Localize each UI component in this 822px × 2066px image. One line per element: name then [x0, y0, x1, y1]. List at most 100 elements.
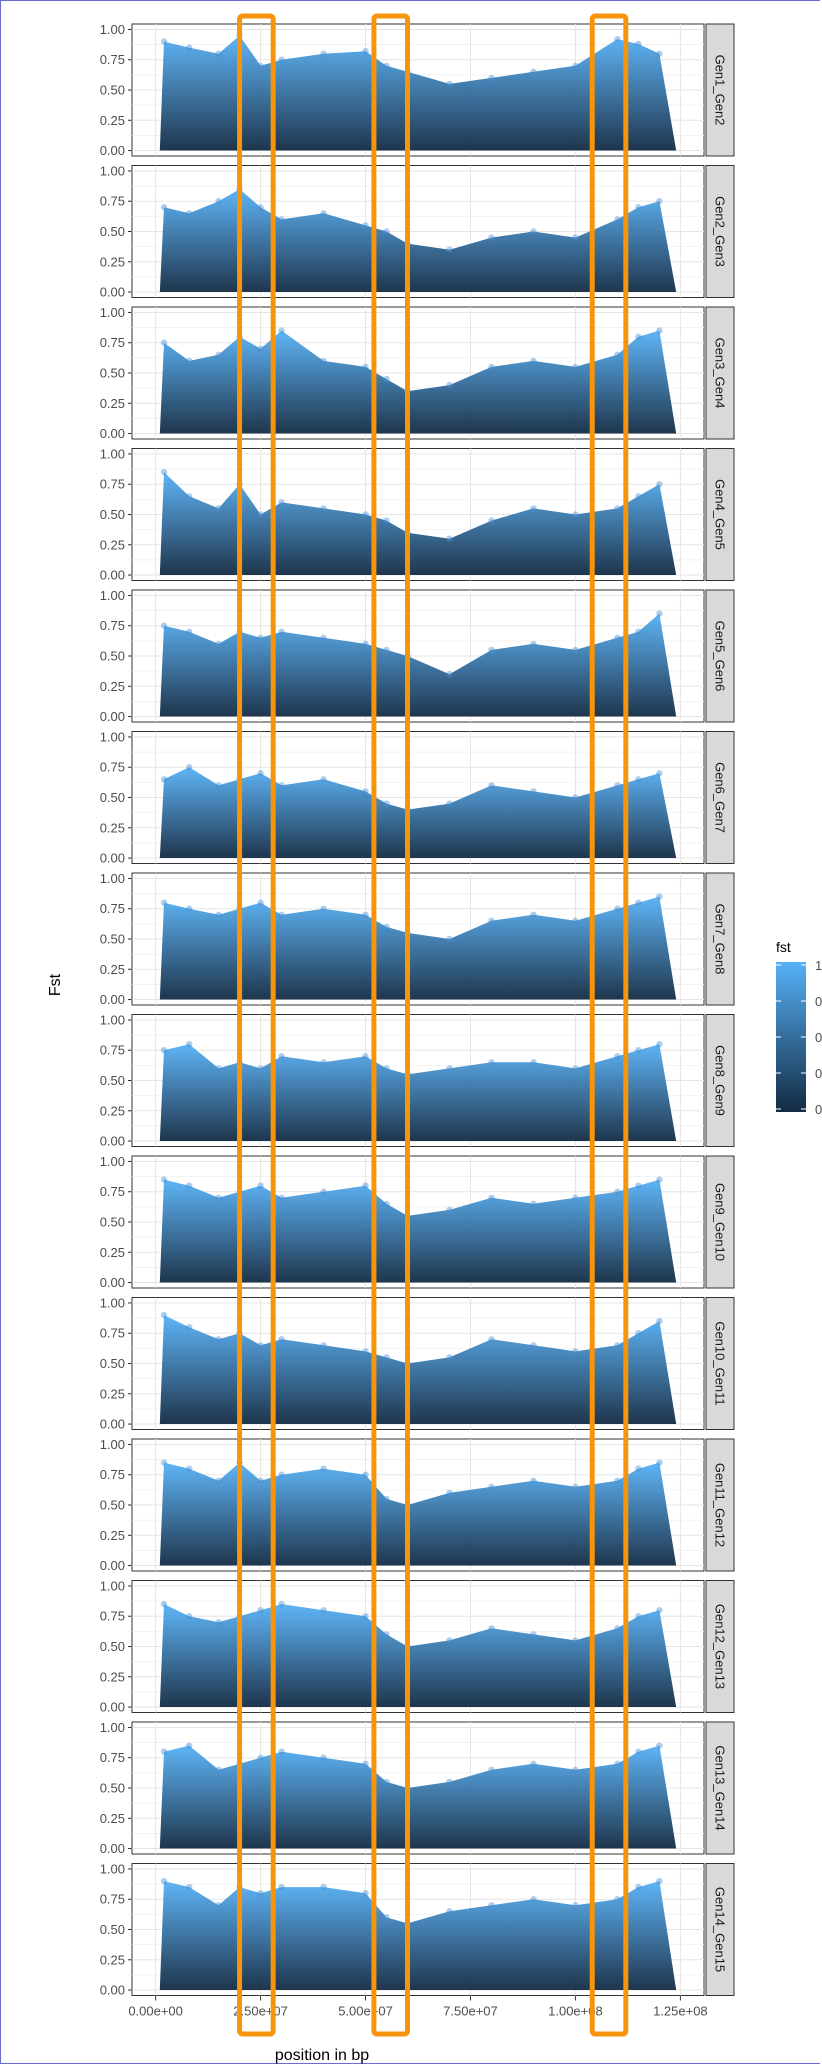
y-tick-label: 0.00 — [100, 709, 125, 724]
y-tick-label: 0.75 — [100, 1043, 125, 1058]
fst-point — [383, 800, 390, 807]
fst-point — [656, 1742, 663, 1749]
fst-point — [635, 1883, 642, 1891]
fst-point — [446, 1908, 453, 1915]
y-tick-label: 0.00 — [100, 568, 125, 583]
y-tick-label: 0.75 — [100, 1750, 125, 1765]
fst-point — [614, 1760, 621, 1767]
fst-point — [446, 1489, 453, 1497]
fst-point — [320, 1606, 327, 1614]
legend-title: fst — [776, 939, 791, 955]
fst-point — [257, 1606, 264, 1614]
fst-point-cloud — [159, 1044, 677, 1142]
facet-strip-label: Gen6_Gen7 — [713, 762, 728, 833]
fst-point — [488, 517, 495, 524]
facet-panel-gen11-gen12: 0.00 0.25 0.50 0.75 1.00 Gen11_Gen12 — [100, 1437, 735, 1573]
x-tick-label: 0.00e+00 — [128, 2004, 183, 2019]
fst-point — [160, 1600, 168, 1608]
fst-point — [186, 1465, 193, 1472]
fst-point — [383, 646, 390, 654]
y-tick-label: 0.25 — [100, 1952, 125, 1967]
fst-point — [488, 1766, 495, 1774]
facet-strip-label: Gen7_Gen8 — [713, 904, 728, 975]
fst-point — [320, 1883, 327, 1891]
fst-point — [488, 917, 495, 925]
fst-point — [572, 62, 579, 69]
fst-point — [320, 1342, 327, 1349]
y-axis-title: Fst — [47, 973, 64, 996]
fst-point — [362, 788, 369, 795]
y-tick-label: 1.00 — [100, 1437, 125, 1452]
fst-point-cloud — [159, 189, 677, 293]
fst-point — [215, 198, 222, 205]
fst-point — [278, 1748, 285, 1755]
fst-point — [186, 628, 193, 635]
y-tick-label: 1.00 — [100, 1012, 125, 1027]
fst-point — [257, 899, 264, 906]
fst-point — [215, 1902, 222, 1909]
fst-point — [362, 1760, 369, 1767]
fst-point — [160, 1047, 168, 1054]
fst-point — [215, 1766, 222, 1774]
fst-point — [215, 1065, 222, 1072]
fst-point-cloud — [159, 1881, 677, 1991]
facet-strip-label: Gen4_Gen5 — [713, 479, 728, 550]
fst-point — [257, 1889, 264, 1897]
y-tick-label: 0.75 — [100, 1326, 125, 1341]
fst-point — [362, 640, 369, 648]
fst-point — [488, 74, 495, 82]
fst-point-cloud — [159, 767, 677, 859]
facet-strip-label: Gen13_Gen14 — [713, 1745, 728, 1830]
fst-point — [320, 50, 327, 57]
fst-point — [215, 782, 222, 789]
fst-point — [215, 1336, 222, 1343]
fst-point — [656, 610, 663, 617]
fst-point — [278, 1600, 285, 1608]
y-tick-label: 1.00 — [100, 1720, 125, 1735]
facet-panel-gen6-gen7: 0.00 0.25 0.50 0.75 1.00 Gen6_Gen7 — [100, 729, 735, 866]
fst-point — [488, 1902, 495, 1909]
fst-point — [572, 363, 579, 371]
fst-point — [446, 1354, 453, 1361]
fst-point — [635, 899, 642, 906]
fst-point — [383, 517, 390, 524]
y-tick-label: 0.50 — [100, 1215, 125, 1230]
fst-point — [446, 800, 453, 807]
fst-point — [614, 1625, 621, 1632]
fst-point — [446, 1778, 453, 1786]
y-tick-label: 0.75 — [100, 760, 125, 775]
fst-point — [278, 216, 285, 223]
fst-point — [186, 764, 193, 771]
fst-point — [530, 1896, 537, 1903]
facet-strip-label: Gen11_Gen12 — [713, 1463, 728, 1547]
fst-point — [530, 1342, 537, 1349]
fst-point — [257, 204, 264, 211]
fst-point — [614, 905, 621, 912]
fst-point — [656, 1317, 663, 1325]
y-tick-label: 0.00 — [100, 1558, 125, 1573]
fst-point — [635, 1330, 642, 1337]
fst-point — [572, 1766, 579, 1774]
fst-point — [215, 505, 222, 512]
fst-point — [572, 1637, 579, 1644]
x-tick-label: 5.00e+07 — [338, 2004, 393, 2019]
fst-point — [572, 794, 579, 801]
x-tick-label: 7.50e+07 — [443, 2004, 498, 2019]
fst-point — [278, 1471, 285, 1478]
fst-point — [362, 1613, 369, 1620]
y-tick-label: 0.00 — [100, 1275, 125, 1290]
fst-point — [572, 1483, 579, 1491]
highlight-box — [589, 13, 629, 2037]
fst-point — [383, 1495, 390, 1503]
highlight-box — [237, 13, 276, 2037]
facet-panel-gen1-gen2: 0.00 0.25 0.50 0.75 1.00 Gen1_Gen2 — [100, 22, 735, 158]
fst-point — [215, 1194, 222, 1201]
x-tick-label: 1.00e+08 — [548, 2004, 603, 2019]
y-tick-label: 0.50 — [100, 649, 125, 664]
fst-point — [614, 1896, 621, 1903]
fst-point — [614, 1188, 621, 1195]
facet-strip — [705, 1721, 735, 1855]
fst-point — [215, 50, 222, 57]
fst-point — [614, 1053, 621, 1060]
